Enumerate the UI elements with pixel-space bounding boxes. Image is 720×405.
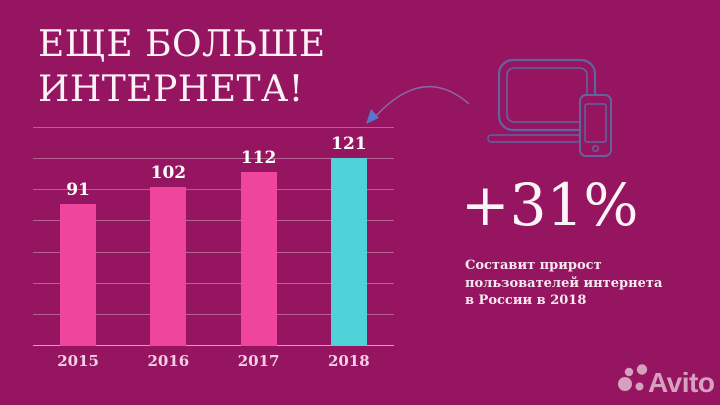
stat-value: +31% [461, 171, 639, 239]
arrow-head [366, 109, 379, 124]
bar-2015 [60, 204, 97, 346]
gridline [33, 313, 394, 315]
laptop-base [487, 134, 581, 143]
avito-logo-circle-topleft [624, 367, 634, 377]
bar-2016 [150, 187, 187, 346]
slide-title: ЕЩЕ БОЛЬШЕ ИНТЕРНЕТА! [38, 22, 326, 112]
x-tick-label: 2016 [147, 352, 190, 370]
avito-logo-text: Avito [648, 367, 715, 398]
avito-logo: Avito [618, 364, 715, 398]
avito-logo-circle-bottom [635, 382, 644, 391]
gridline [33, 189, 394, 191]
bar-2017 [240, 171, 277, 346]
slide-title-line1: ЕЩЕ БОЛЬШЕ [38, 24, 326, 65]
bar-column: 102 [123, 128, 213, 346]
gridline [33, 158, 394, 160]
x-axis-line [33, 345, 394, 346]
bar-value-label: 112 [240, 147, 277, 168]
arrow-curve [375, 85, 470, 117]
bar-column: 121 [304, 128, 394, 346]
bar-value-label: 121 [331, 133, 367, 154]
chart-xticks: 2015 2016 2017 2018 [33, 352, 394, 370]
curved-arrow-icon [366, 85, 470, 124]
laptop-and-phone-icon [487, 58, 612, 157]
gridline [33, 282, 394, 284]
phone-screen [584, 103, 607, 143]
bar-value-label: 102 [150, 163, 187, 184]
phone-body [579, 94, 612, 157]
x-tick-label: 2015 [57, 352, 99, 370]
bar-chart: 91 102 112 121 [33, 127, 394, 346]
gridline [33, 251, 394, 253]
stat-caption: Составит прирост пользователей интернета… [465, 258, 663, 308]
x-tick-label: 2017 [237, 352, 280, 370]
gridline [33, 220, 394, 222]
bar-column: 91 [33, 128, 123, 346]
gridline [33, 127, 394, 128]
avito-logo-circle-big [618, 377, 632, 391]
bar-2018 [330, 157, 367, 346]
bar-value-label: 91 [66, 180, 90, 201]
chart-bars: 91 102 112 121 [33, 128, 394, 346]
bar-column: 112 [214, 128, 304, 346]
slide-title-line2: ИНТЕРНЕТА! [38, 69, 304, 110]
phone-home-button [591, 144, 599, 152]
avito-logo-circle-topright [636, 364, 648, 375]
x-tick-label: 2018 [328, 352, 370, 370]
laptop-screen-inner [506, 67, 588, 123]
